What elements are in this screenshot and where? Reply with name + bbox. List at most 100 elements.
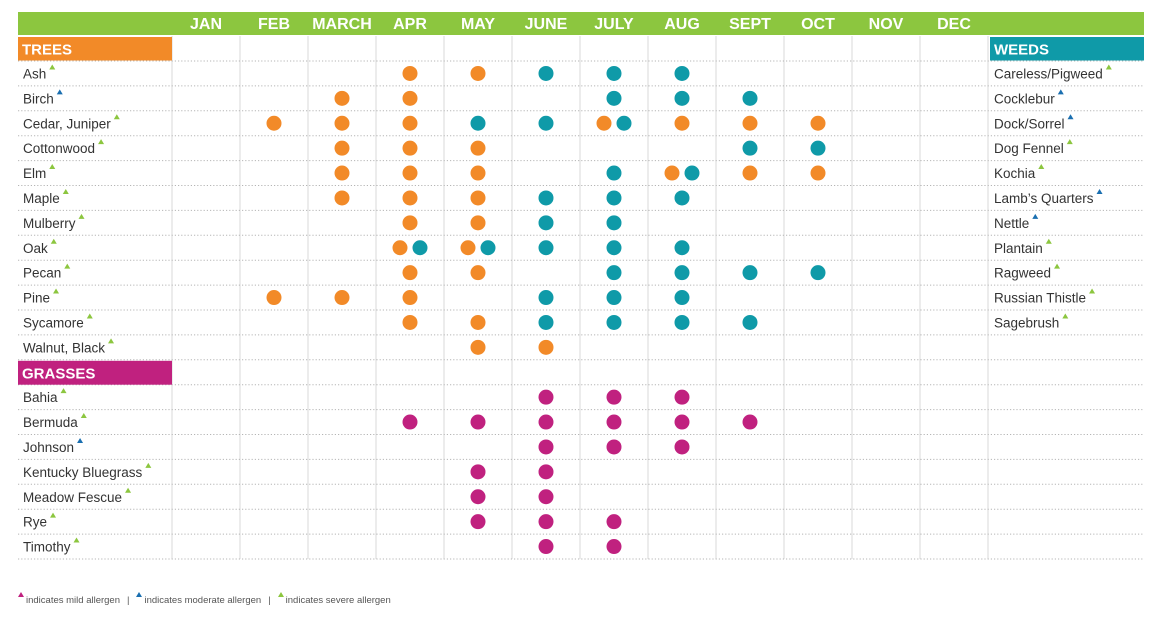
- pollen-dots: [266, 65, 826, 555]
- tree-dot-trees: [470, 339, 486, 355]
- tree-dot-trees: [334, 165, 350, 181]
- moderate-allergen-icon: [77, 437, 84, 443]
- severe-allergen-icon: [60, 388, 67, 394]
- month-header: JAN FEB MARCH APR MAY JUNE JULY AUG SEPT OCT NOV DE…: [18, 12, 1144, 35]
- pollen-calendar-chart: JAN FEB MARCH APR MAY JUNE JULY AUG SEPT OCT NOV DE…: [18, 12, 1144, 560]
- severe-allergen-icon: [125, 487, 132, 493]
- severe-allergen-icon: [78, 213, 85, 219]
- tree-dot-trees: [402, 65, 418, 81]
- legend-separator: |: [127, 595, 130, 606]
- tree-label: Walnut, Black: [23, 340, 105, 355]
- moderate-allergen-icon: [1067, 114, 1074, 120]
- grass-dot-grasses: [742, 414, 758, 430]
- tree-label: Sycamore: [23, 315, 84, 330]
- tree-dot-trees: [538, 339, 554, 355]
- tree-dot-weeds: [538, 115, 554, 131]
- weed-label: Nettle: [994, 216, 1029, 231]
- weeds-header-label: WEEDS: [994, 42, 1049, 59]
- month-label-sept: SEPT: [729, 16, 771, 33]
- tree-dot-trees: [470, 314, 486, 330]
- tree-dot-weeds: [412, 240, 428, 256]
- legend-mild: indicates mild allergen: [18, 592, 120, 606]
- tree-dot-trees: [334, 115, 350, 131]
- tree-dot-weeds: [606, 190, 622, 206]
- tree-dot-weeds: [470, 115, 486, 131]
- month-label-nov: NOV: [869, 16, 904, 33]
- tree-label: Elm: [23, 166, 46, 181]
- month-label-march: MARCH: [312, 16, 372, 33]
- tree-dot-trees: [810, 115, 826, 131]
- tree-dot-trees: [810, 165, 826, 181]
- tree-dot-trees: [402, 165, 418, 181]
- tree-dot-trees: [402, 140, 418, 156]
- tree-dot-weeds: [606, 265, 622, 281]
- grass-dot-grasses: [606, 389, 622, 405]
- grass-dot-grasses: [606, 414, 622, 430]
- tree-label: Pine: [23, 291, 50, 306]
- grass-label: Timothy: [23, 540, 71, 555]
- severe-allergen-icon: [1089, 288, 1096, 294]
- weed-label: Russian Thistle: [994, 291, 1086, 306]
- tree-dot-trees: [742, 165, 758, 181]
- legend-separator: |: [268, 595, 271, 606]
- grass-dot-grasses: [538, 464, 554, 480]
- tree-dot-trees: [742, 115, 758, 131]
- tree-dot-weeds: [810, 265, 826, 281]
- tree-dot-weeds: [616, 115, 632, 131]
- tree-dot-trees: [334, 290, 350, 306]
- tree-dot-weeds: [606, 240, 622, 256]
- grass-label: Meadow Fescue: [23, 490, 122, 505]
- header-bar: [18, 12, 1144, 35]
- legend-mild-text: indicates mild allergen: [26, 595, 120, 606]
- tree-dot-trees: [470, 140, 486, 156]
- tree-dot-weeds: [674, 90, 690, 106]
- severe-allergen-icon: [62, 188, 69, 194]
- tree-dot-weeds: [606, 165, 622, 181]
- month-label-apr: APR: [393, 16, 427, 33]
- grass-dot-grasses: [470, 489, 486, 505]
- tree-dot-weeds: [538, 314, 554, 330]
- grass-label: Johnson: [23, 440, 74, 455]
- tree-dot-trees: [402, 265, 418, 281]
- tree-label: Ash: [23, 66, 46, 81]
- grid-lines: [18, 36, 1144, 560]
- month-label-june: JUNE: [525, 16, 568, 33]
- tree-dot-weeds: [674, 190, 690, 206]
- severe-allergen-icon: [108, 338, 115, 344]
- weeds-header: [990, 37, 1144, 61]
- tree-label: Mulberry: [23, 216, 76, 231]
- weed-label: Lamb’s Quarters: [994, 191, 1094, 206]
- moderate-allergen-icon: [1032, 213, 1039, 219]
- tree-label: Oak: [23, 241, 48, 256]
- tree-dot-trees: [664, 165, 680, 181]
- severe-triangle-icon: [277, 592, 284, 597]
- tree-dot-weeds: [674, 314, 690, 330]
- tree-dot-weeds: [538, 290, 554, 306]
- legend: indicates mild allergen | indicates modera…: [18, 592, 391, 606]
- tree-dot-trees: [460, 240, 476, 256]
- weed-label: Plantain: [994, 241, 1043, 256]
- grass-dot-grasses: [538, 539, 554, 555]
- tree-dot-trees: [402, 115, 418, 131]
- trees-header: [18, 37, 172, 61]
- severe-allergen-icon: [1045, 238, 1052, 244]
- tree-dot-weeds: [606, 290, 622, 306]
- grass-label: Bermuda: [23, 415, 78, 430]
- tree-dot-trees: [470, 215, 486, 231]
- month-label-july: JULY: [594, 16, 634, 33]
- grasses-header-label: GRASSES: [22, 366, 95, 383]
- legend-moderate-text: indicates moderate allergen: [144, 595, 262, 606]
- tree-dot-trees: [470, 265, 486, 281]
- month-label-jan: JAN: [190, 16, 222, 33]
- weed-label: Dock/Sorrel: [994, 116, 1065, 131]
- weed-label: Sagebrush: [994, 315, 1059, 330]
- grass-label: Rye: [23, 515, 47, 530]
- tree-label: Birch: [23, 91, 54, 106]
- moderate-allergen-icon: [56, 89, 63, 95]
- tree-dot-weeds: [480, 240, 496, 256]
- weed-label: Kochia: [994, 166, 1036, 181]
- tree-dot-trees: [402, 90, 418, 106]
- tree-dot-weeds: [742, 314, 758, 330]
- tree-dot-trees: [402, 290, 418, 306]
- tree-dot-weeds: [742, 140, 758, 156]
